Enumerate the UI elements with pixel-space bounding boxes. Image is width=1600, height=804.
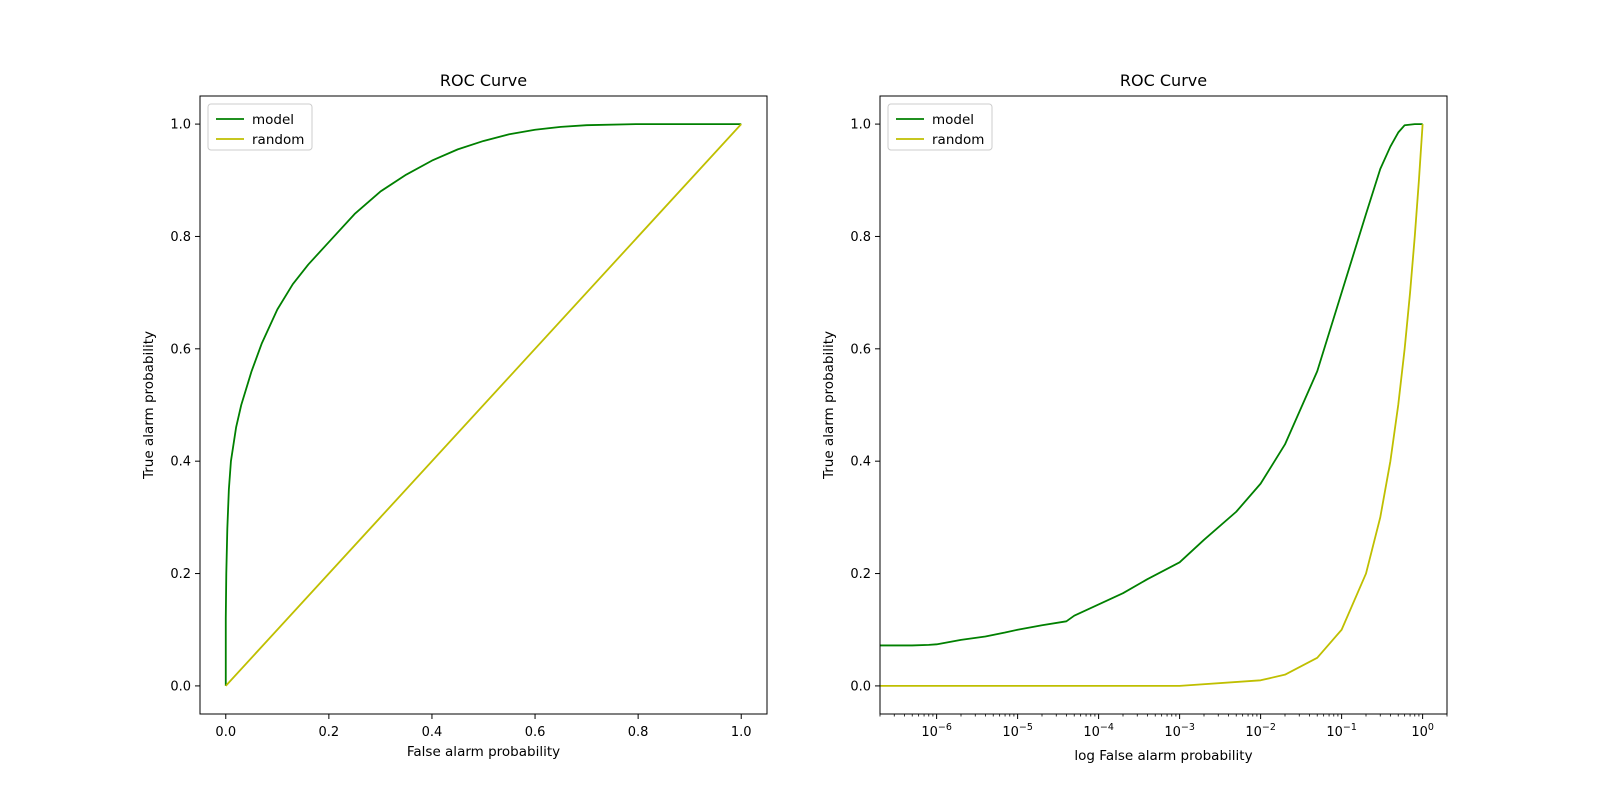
x-tick-label: 0.0	[215, 725, 236, 740]
legend-label-model: model	[252, 112, 294, 128]
x-tick-label: 0.8	[628, 725, 649, 740]
legend-label-random: random	[252, 132, 304, 148]
chart-panel-2: ROC Curve 10−6 10−5 10−4 10−3 10−2 10−1 100 0.0 0…	[821, 71, 1448, 764]
y-tick-label: 0.4	[170, 455, 191, 470]
x-tick-label: 10−5	[1002, 722, 1033, 740]
y-tick-label: 1.0	[850, 118, 871, 133]
y-tick-label: 0.8	[170, 230, 191, 245]
series-line-random	[880, 124, 1424, 687]
legend-label-random: random	[932, 132, 984, 148]
chart-panel-1: ROC Curve 0.0 0.2 0.4 0.6 0.8 1.0 0.0 0.2 0.4 0.6 0…	[141, 71, 768, 760]
legend-label-model: model	[932, 112, 974, 128]
x-tick-label: 0.4	[422, 725, 443, 740]
x-axis-label: log False alarm probability	[1074, 748, 1252, 764]
legend: model random	[887, 103, 993, 151]
series-group	[224, 123, 742, 687]
series-line-model	[880, 123, 1423, 647]
y-tick-label: 0.0	[170, 679, 191, 694]
chart-title: ROC Curve	[440, 71, 527, 90]
y-tick-label: 1.0	[170, 118, 191, 133]
chart-title: ROC Curve	[1120, 71, 1207, 90]
y-tick-label: 0.6	[850, 342, 871, 357]
y-tick-label: 0.2	[170, 567, 191, 582]
legend: model random	[207, 103, 313, 151]
y-tick-label: 0.0	[850, 679, 871, 694]
x-tick-label: 1.0	[731, 725, 752, 740]
x-tick-label: 10−2	[1245, 722, 1276, 740]
x-tick-label: 10−6	[921, 722, 952, 740]
y-axis-label: True alarm probability	[821, 331, 837, 480]
x-tick-label: 10−4	[1083, 722, 1114, 740]
axes-frame	[199, 95, 768, 715]
y-tick-label: 0.6	[170, 342, 191, 357]
x-tick-label: 10−1	[1326, 722, 1357, 740]
x-tick-label: 10−3	[1164, 722, 1195, 740]
x-tick-label: 0.6	[525, 725, 546, 740]
y-tick-label: 0.8	[850, 230, 871, 245]
y-tick-label: 0.2	[850, 567, 871, 582]
series-line-random	[225, 123, 742, 687]
series-line-model	[224, 123, 742, 686]
y-axis-label: True alarm probability	[141, 331, 157, 480]
axes-frame	[879, 95, 1448, 715]
y-tick-label: 0.4	[850, 455, 871, 470]
series-group	[880, 123, 1424, 687]
x-axis-label: False alarm probability	[407, 744, 560, 760]
x-tick-label: 100	[1411, 722, 1434, 740]
x-tick-label: 0.2	[319, 725, 340, 740]
